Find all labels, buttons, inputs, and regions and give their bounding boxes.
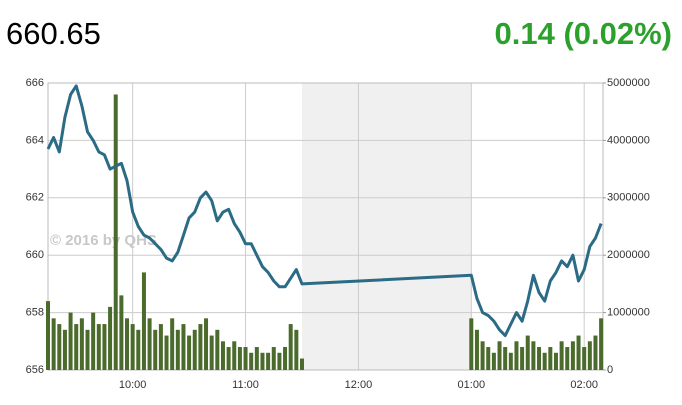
y-tick-label: 658 [26,307,44,319]
volume-bar [85,329,90,370]
volume-bar [192,329,197,370]
volume-bar [181,324,186,370]
volume-bar [147,318,152,370]
volume-bar [531,341,536,370]
volume-bar [497,341,502,370]
plot-frame [47,82,604,371]
change: 0.14 (0.02%) [495,16,673,51]
volume-bar [136,329,141,370]
volume-bar [91,312,96,370]
volume-bar [491,352,496,370]
y-tick-label: 666 [26,77,44,89]
volume-bar [266,352,271,370]
volume-bar [164,335,169,370]
volume-bar [215,329,220,370]
x-tick-label: 02:00 [570,379,598,391]
volume-bar [125,318,130,370]
volume-bar [537,347,542,370]
volume-bar [153,329,158,370]
volume-bar [525,335,530,370]
volume-bar [209,335,214,370]
watermark: © 2016 by QHS [50,232,157,249]
volume-bar [559,341,564,370]
y2-tick-label: 3000000 [607,192,650,204]
y2-tick-label: 0 [607,364,613,376]
volume-bar [198,324,203,370]
volume-bar [141,272,146,370]
volume-bar [175,329,180,370]
volume-bar [288,324,293,370]
x-tick-label: 10:00 [119,379,147,391]
volume-bar [170,318,175,370]
y2-tick-label: 5000000 [607,77,650,89]
volume-bar [68,312,73,370]
volume-bar [62,329,67,370]
y-tick-label: 656 [26,364,44,376]
volume-bar [508,352,513,370]
volume-bar [553,352,558,370]
shaded-region [301,83,472,370]
volume-bar [51,318,56,370]
volume-bar [299,358,304,370]
volume-bar [474,329,479,370]
volume-bar [593,335,598,370]
volume-bar [548,347,553,370]
volume-bar [158,324,163,370]
volume-bar [514,341,519,370]
x-tick-label: 12:00 [345,379,373,391]
x-tick-label: 01:00 [458,379,486,391]
volume-bar [249,352,254,370]
volume-bar [277,352,282,370]
volume-bar [57,324,62,370]
volume-bar [46,301,50,370]
volume-bar [260,352,265,370]
volume-bar [542,352,547,370]
price: 660.65 [6,16,101,51]
y2-tick-label: 2000000 [607,249,650,261]
volume-bar [226,347,231,370]
volume-bar [108,306,113,370]
volume-bar [565,347,570,370]
volume-bar [469,318,474,370]
price-line [46,84,603,338]
y2-tick-label: 1000000 [607,307,650,319]
y2-tick-label: 4000000 [607,134,650,146]
volume-bar [486,347,491,370]
volume-bar [570,341,575,370]
y-tick-label: 662 [26,192,44,204]
volume-bar [599,318,604,370]
volume-bar [113,94,118,370]
volume-bar [204,318,209,370]
volume-bar [130,324,135,370]
volume-bar [294,329,299,370]
volume-bar [237,347,242,370]
volume-bar [520,347,525,370]
volume-bar [582,347,587,370]
volume-bar [480,341,485,370]
y-tick-label: 660 [26,249,44,261]
volume-bar [220,341,225,370]
volume-bar [96,324,101,370]
volume-bar [254,347,259,370]
x-tick-label: 11:00 [232,379,259,391]
volume-bar [503,347,508,370]
volume-bar [283,347,288,370]
volume-bar [119,295,124,370]
y-tick-label: 664 [26,134,44,146]
volume-bar [102,324,107,370]
volume-bar [243,347,248,370]
volume-bar [271,347,276,370]
volume-bar [74,324,79,370]
volume-bar [587,341,592,370]
volume-bar [187,335,192,370]
volume-bar [576,335,581,370]
volume-bar [79,318,84,370]
volume-bar [232,341,237,370]
